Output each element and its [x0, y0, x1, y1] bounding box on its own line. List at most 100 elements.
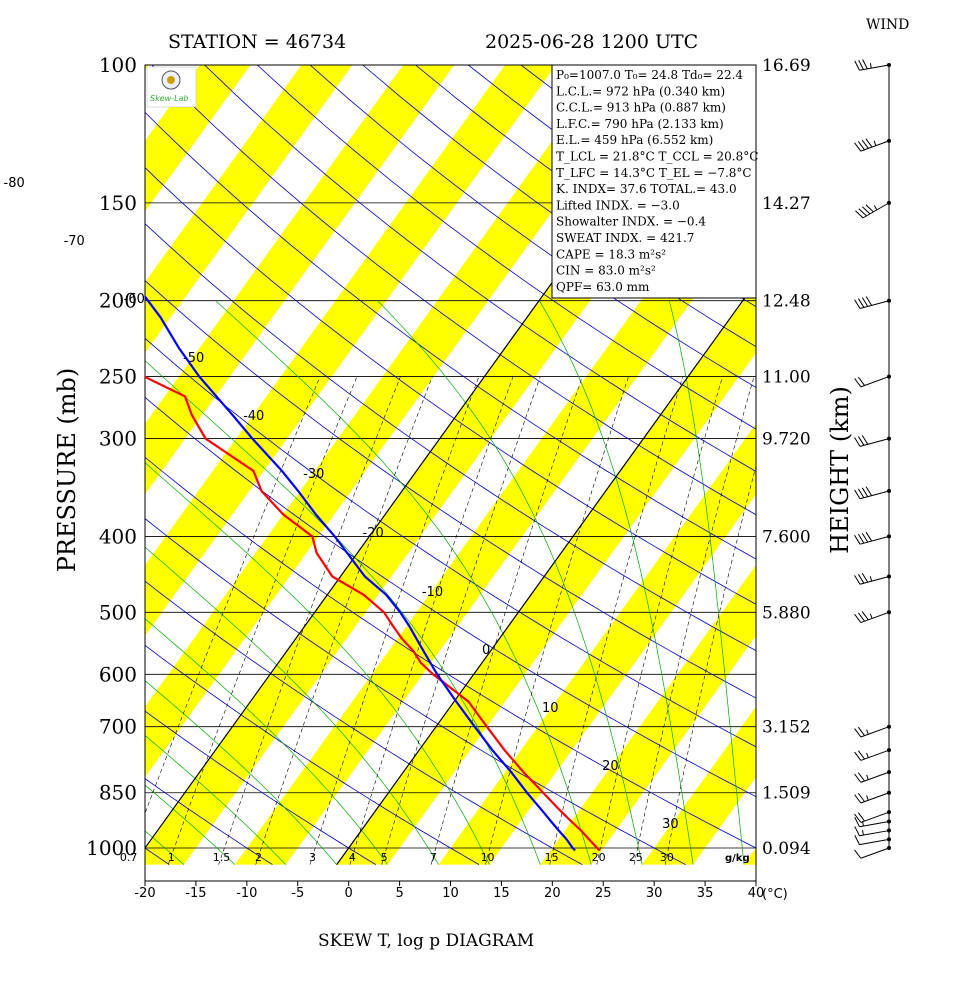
moist-adiabat: [145, 680, 337, 865]
wind-barb-feather: [854, 794, 862, 804]
isotherm-label: -40: [243, 409, 264, 424]
wind-barb-feather: [857, 726, 865, 736]
height-tick-label: 5.880: [762, 603, 811, 623]
isotherm-band: [145, 65, 658, 778]
isotherm-band: [145, 65, 251, 212]
mixing-ratio-label: 10: [481, 851, 495, 864]
wind-barb: [859, 575, 890, 585]
height-tick-label: 12.48: [762, 292, 811, 312]
mixing-ratio-unit: g/kg: [725, 853, 750, 864]
isotherm-band: [948, 65, 960, 865]
mixing-ratio-line: [596, 376, 723, 865]
pressure-tick-label: 300: [99, 427, 137, 451]
info-line: CAPE = 18.3 m²s²: [556, 247, 666, 261]
moist-adiabat: [145, 360, 541, 865]
temp-tick-label: 5: [395, 886, 403, 901]
wind-barb-feather: [861, 611, 869, 621]
wind-barb-feather: [857, 772, 865, 782]
isotherm-label: 10: [542, 701, 559, 716]
mixing-ratio-label: 30: [660, 851, 674, 864]
moist-adiabat: [377, 300, 643, 865]
temp-tick-label: 25: [595, 886, 612, 901]
wind-barb: [862, 202, 890, 219]
mixing-ratio-label: 2: [255, 851, 262, 864]
wind-barb-feather: [866, 729, 869, 735]
info-box-frame: [551, 64, 757, 299]
info-line: SWEAT INDX. = 421.7: [556, 231, 694, 245]
height-tick-label: 1.509: [762, 784, 811, 804]
height-tick-label: 11.00: [762, 368, 811, 388]
info-box: P₀=1007.0 T₀= 24.8 Td₀= 22.4 L.C.L.= 972 …: [551, 64, 758, 299]
wind-barb-feather: [855, 210, 864, 219]
sounding-lines: [145, 294, 601, 852]
wind-barb-feather: [862, 830, 864, 836]
pressure-tick-label: 250: [99, 365, 137, 389]
wind-barb-feather: [866, 752, 869, 758]
wind-barb-feather: [861, 573, 869, 583]
wind-barb: [859, 438, 890, 447]
y-axis-title: PRESSURE (mb): [53, 368, 81, 573]
reference-isotherm: [336, 281, 756, 865]
dry-adiabat: [204, 65, 756, 472]
pressure-tick-label: 100: [99, 53, 137, 77]
wind-barb: [859, 64, 890, 71]
wind-barb-feather: [857, 436, 865, 446]
info-line: T_LCL = 21.8°C T_CCL = 20.8°C: [556, 150, 758, 164]
pressure-tick-label: 600: [99, 662, 137, 686]
mixing-ratio-line: [309, 376, 480, 865]
wind-barb-feather: [861, 487, 869, 497]
temp-tick-label: 40: [748, 886, 765, 901]
info-line: Showalter INDX. = −0.4: [556, 215, 706, 229]
svg-text:Skew-Lab: Skew-Lab: [150, 94, 189, 103]
mixing-ratio-label: 5: [381, 851, 388, 864]
temp-tick-label: -20: [134, 886, 155, 901]
isotherm-label: -70: [64, 234, 85, 249]
wind-barb: [860, 611, 890, 624]
wind-barb-feather: [865, 204, 874, 213]
mixing-ratio-line: [485, 376, 629, 865]
dry-adiabat: [145, 710, 377, 865]
wind-barb: [860, 771, 890, 783]
dry-adiabat: [145, 456, 756, 849]
height-tick-label: 14.27: [762, 194, 811, 214]
datetime-label: 2025-06-28 1200 UTC: [485, 31, 698, 53]
moist-adiabat: [539, 300, 694, 865]
wind-barb-feather: [858, 208, 867, 217]
isotherm-band: [234, 140, 756, 865]
wind-barb: [859, 820, 890, 828]
wind-barb-feather: [857, 141, 865, 151]
mixing-ratio-line: [349, 376, 514, 865]
info-line: K. INDX= 37.6 TOTAL.= 43.0: [556, 182, 737, 196]
wind-barb-feather: [857, 792, 865, 802]
wind-barb-feather: [869, 613, 873, 619]
isotherm-band: [744, 848, 756, 865]
wind-barb-feather: [857, 612, 865, 622]
wind-barb-feather: [858, 59, 864, 70]
isotherm-label: -80: [4, 176, 25, 191]
wind-barb-feather: [866, 774, 869, 780]
isotherm-label: -30: [303, 467, 324, 482]
info-line: CIN = 83.0 m²s²: [556, 264, 656, 278]
wind-barb-feather: [862, 206, 871, 215]
info-line: T_LFC = 14.3°C T_EL = −7.8°C: [556, 166, 752, 180]
wind-barb-feather: [854, 613, 862, 623]
temp-tick-label: 10: [442, 886, 459, 901]
wind-barb-feather: [857, 533, 865, 544]
axes: [144, 64, 757, 886]
wind-barb-feather: [861, 435, 869, 445]
wind-profile: [854, 59, 891, 859]
wind-barb-feather: [854, 849, 862, 859]
wind-barb-feather: [857, 298, 865, 308]
mixing-ratio-line: [381, 376, 541, 865]
wind-barb: [860, 811, 890, 823]
x-axis-title: SKEW T, log p DIAGRAM: [318, 931, 534, 951]
height-tick-label: 16.69: [762, 56, 811, 76]
height-tick-label: 0.094: [762, 839, 811, 859]
info-line: L.F.C.= 790 hPa (2.133 km): [556, 117, 724, 131]
temp-tick-label: 15: [493, 886, 510, 901]
wind-barb-feather: [854, 773, 862, 783]
mixing-ratio-line: [549, 376, 684, 865]
dry-adiabat: [145, 167, 756, 605]
temp-tick-label: -15: [185, 886, 206, 901]
